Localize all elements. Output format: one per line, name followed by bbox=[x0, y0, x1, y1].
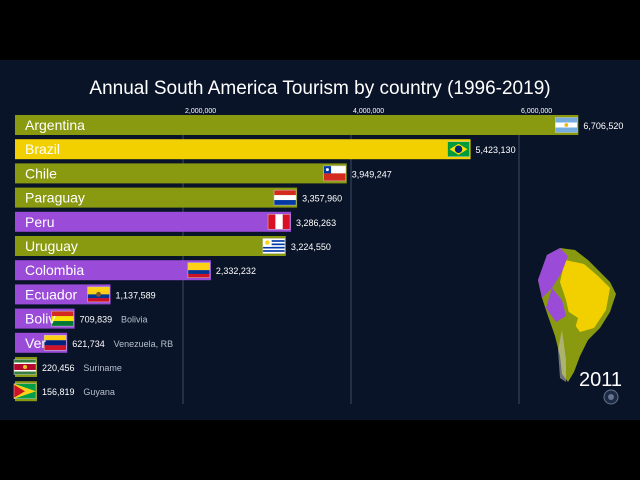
value-label: 3,357,960 bbox=[302, 194, 342, 204]
bar-label: Ver bbox=[25, 335, 46, 351]
bar-label: Argentina bbox=[25, 117, 85, 133]
x-tick-label: 6,000,000 bbox=[521, 108, 552, 115]
bar-label: Uruguay bbox=[25, 238, 78, 254]
value-label: 3,949,247 bbox=[352, 169, 392, 179]
value-label: 6,706,520 bbox=[583, 121, 623, 131]
side-name-label: Suriname bbox=[83, 363, 122, 373]
argentina-flag-icon bbox=[555, 117, 578, 133]
value-label: 156,819 bbox=[42, 387, 75, 397]
x-tick-label: 2,000,000 bbox=[185, 108, 216, 115]
peru-flag-icon bbox=[267, 214, 291, 230]
bar-row-bolivia: Boliv 709,839 Bolivia bbox=[15, 308, 148, 329]
chart-frame: Annual South America Tourism by country … bbox=[0, 60, 640, 420]
chile-flag-icon bbox=[323, 165, 346, 182]
value-label: 5,423,130 bbox=[476, 145, 516, 155]
bar-row-chile: Chile 3,949,247 bbox=[15, 163, 392, 184]
bar-chart-race: Annual South America Tourism by country … bbox=[13, 78, 623, 405]
bar bbox=[15, 139, 471, 160]
bar bbox=[15, 115, 579, 135]
guyana-flag-icon bbox=[13, 383, 37, 399]
ecuador-flag-icon bbox=[87, 286, 110, 303]
chart-title: Annual South America Tourism by country … bbox=[89, 78, 550, 99]
bar-label: Boliv bbox=[25, 311, 55, 327]
bolivia-flag-icon bbox=[51, 310, 74, 327]
paraguay-flag-icon bbox=[273, 189, 297, 206]
side-name-label: Bolivia bbox=[121, 315, 148, 325]
venezuela-flag-icon bbox=[43, 335, 67, 351]
year-label: 2011 bbox=[579, 369, 622, 391]
uruguay-flag-icon bbox=[262, 238, 286, 254]
bar-row-argentina: Argentina 6,706,520 bbox=[15, 115, 623, 135]
bar bbox=[15, 236, 286, 256]
logo-icon bbox=[603, 389, 619, 405]
bar bbox=[15, 260, 211, 281]
bar-label: Brazil bbox=[25, 141, 60, 157]
value-label: 1,137,589 bbox=[116, 290, 156, 300]
bar-row-uruguay: Uruguay 3,224,550 bbox=[15, 236, 331, 256]
bar-label: Ecuador bbox=[25, 286, 77, 302]
bar-row-guyana: 156,819 Guyana bbox=[13, 381, 115, 402]
bar-label: Peru bbox=[25, 214, 55, 230]
value-label: 709,839 bbox=[80, 315, 113, 325]
bar-row-brazil: Brazil 5,423,130 bbox=[15, 139, 516, 160]
colombia-flag-icon bbox=[187, 262, 211, 278]
south-america-map-icon bbox=[538, 248, 616, 382]
bar bbox=[15, 163, 347, 184]
bar-row-suriname: 220,456 Suriname bbox=[13, 357, 122, 377]
value-label: 621,734 bbox=[72, 339, 105, 349]
grid: 2,000,000 4,000,000 6,000,000 bbox=[182, 108, 552, 404]
bar-row-peru: Peru 3,286,263 bbox=[15, 211, 336, 232]
bar bbox=[15, 211, 292, 232]
x-tick-label: 4,000,000 bbox=[353, 108, 384, 115]
bar-row-colombia: Colombia 2,332,232 bbox=[15, 260, 256, 281]
bar-row-paraguay: Paraguay 3,357,960 bbox=[15, 187, 342, 208]
bar bbox=[15, 284, 111, 305]
value-label: 2,332,232 bbox=[216, 266, 256, 276]
brazil-flag-icon bbox=[447, 141, 470, 157]
bar bbox=[15, 187, 298, 208]
suriname-flag-icon bbox=[13, 359, 37, 375]
value-label: 3,224,550 bbox=[291, 242, 331, 252]
bar-label: Chile bbox=[25, 165, 57, 181]
side-name-label: Guyana bbox=[83, 387, 115, 397]
bar-label: Paraguay bbox=[25, 190, 85, 206]
value-label: 3,286,263 bbox=[296, 218, 336, 228]
side-name-label: Venezuela, RB bbox=[114, 339, 174, 349]
value-label: 220,456 bbox=[42, 363, 75, 373]
bar-row-ecuador: Ecuador 1,137,589 bbox=[15, 284, 156, 305]
bar-label: Colombia bbox=[25, 262, 84, 278]
bars: Argentina 6,706,520 Brazil 5,423,130 Chile 3,… bbox=[13, 115, 623, 402]
bar-row-venezuela-rb: Ver 621,734 Venezuela, RB bbox=[15, 332, 174, 353]
